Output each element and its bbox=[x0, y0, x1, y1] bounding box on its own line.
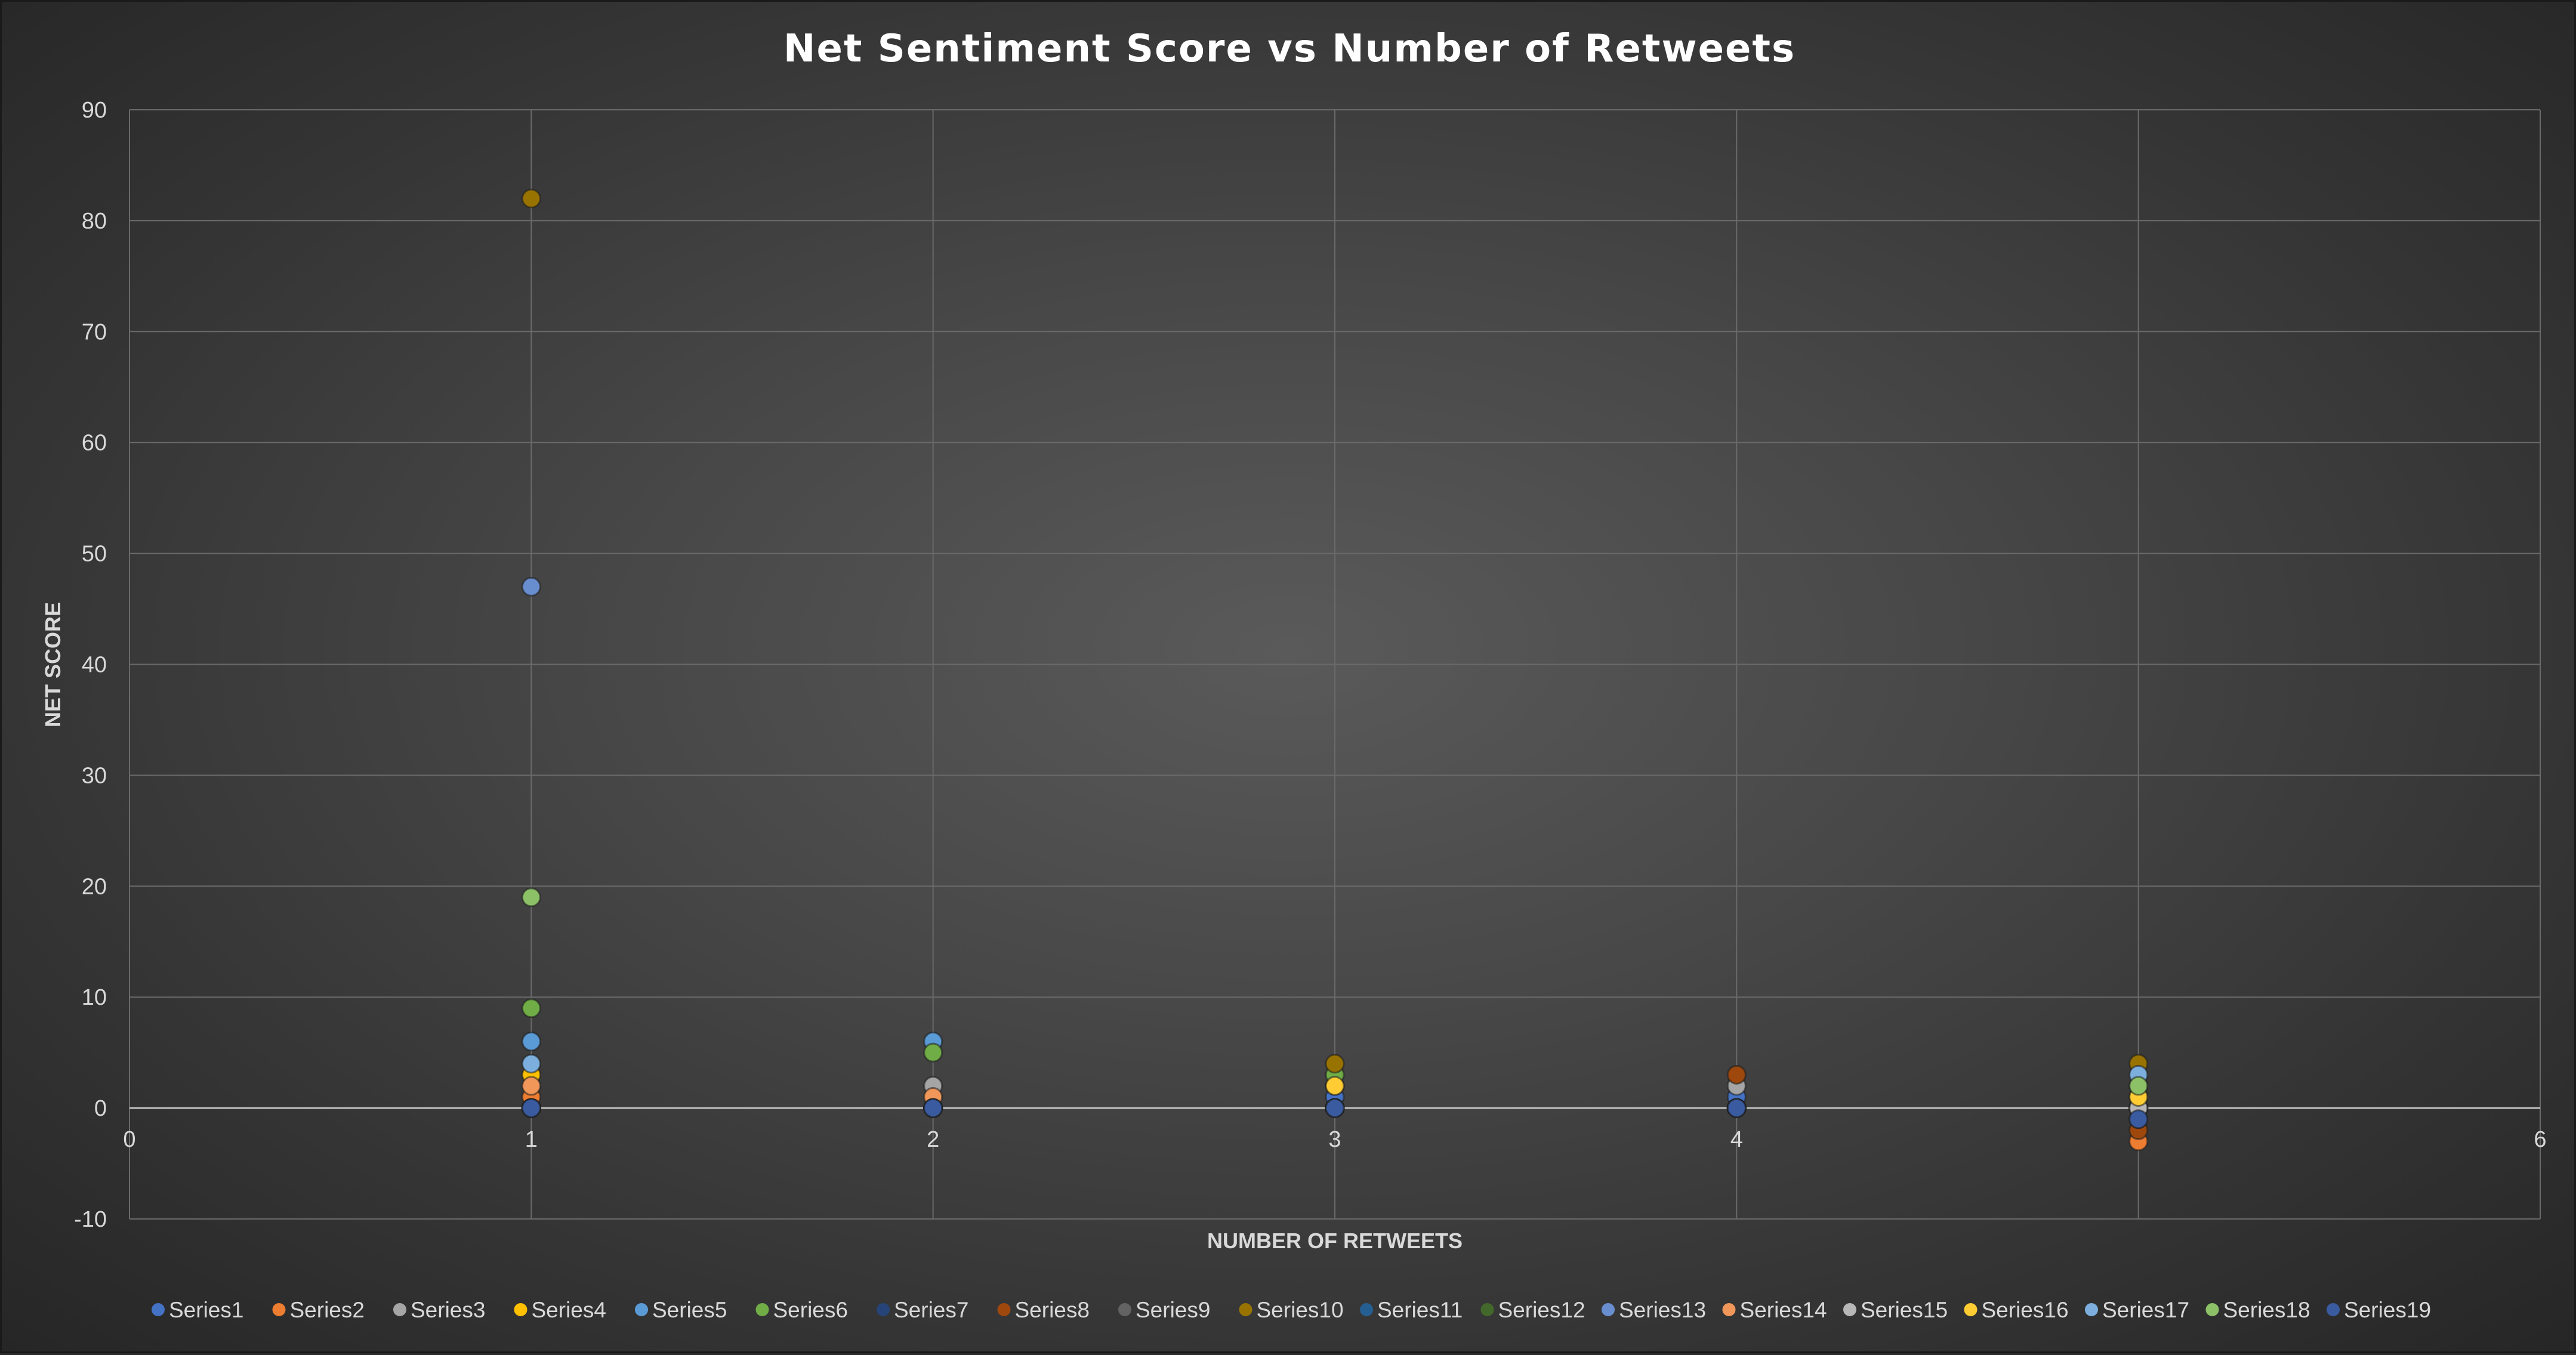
legend-entry: Series11 bbox=[1360, 1298, 1463, 1322]
legend-label: Series19 bbox=[2344, 1298, 2431, 1322]
legend-marker bbox=[272, 1303, 286, 1316]
legend-label: Series17 bbox=[2102, 1298, 2189, 1322]
y-tick-label: 70 bbox=[82, 320, 107, 345]
data-point bbox=[521, 1032, 541, 1052]
legend-marker bbox=[1239, 1303, 1252, 1316]
legend-marker bbox=[877, 1303, 890, 1316]
legend-marker bbox=[1480, 1303, 1494, 1316]
legend-marker bbox=[997, 1303, 1011, 1316]
legend-marker bbox=[1602, 1303, 1615, 1316]
gridlines bbox=[129, 109, 2541, 1220]
chart-title: Net Sentiment Score vs Number of Retweet… bbox=[783, 27, 1796, 71]
legend-entry: Series19 bbox=[2327, 1298, 2431, 1322]
data-point bbox=[1726, 1064, 1747, 1085]
x-tick-label: 0 bbox=[123, 1127, 135, 1152]
legend-entry: Series7 bbox=[877, 1298, 968, 1322]
legend-marker bbox=[1964, 1303, 1977, 1316]
data-point bbox=[1325, 1098, 1345, 1118]
y-tick-label: 40 bbox=[82, 653, 107, 678]
y-tick-label: 0 bbox=[94, 1096, 107, 1121]
data-point bbox=[1726, 1098, 1747, 1118]
legend-marker bbox=[1360, 1303, 1373, 1316]
legend-entry: Series12 bbox=[1480, 1298, 1585, 1322]
legend-label: Series18 bbox=[2223, 1298, 2310, 1322]
x-tick-label: 3 bbox=[1328, 1127, 1341, 1152]
legend-marker bbox=[2205, 1303, 2219, 1316]
x-tick-label: 6 bbox=[2534, 1127, 2546, 1152]
legend-entry: Series1 bbox=[152, 1298, 243, 1322]
data-points bbox=[521, 189, 2149, 1152]
legend-marker bbox=[393, 1303, 406, 1316]
legend-entry: Series9 bbox=[1118, 1298, 1210, 1322]
legend-entry: Series17 bbox=[2085, 1298, 2189, 1322]
legend-label: Series13 bbox=[1619, 1298, 1706, 1322]
legend: Series1 Series2 Series3 Series4 Series5 Serie… bbox=[152, 1298, 2431, 1322]
legend-label: Series14 bbox=[1740, 1298, 1827, 1322]
legend-entry: Series10 bbox=[1239, 1298, 1344, 1322]
legend-label: Series12 bbox=[1498, 1298, 1585, 1322]
data-point bbox=[2128, 1076, 2149, 1096]
legend-entry: Series3 bbox=[393, 1298, 485, 1322]
y-tick-label: 10 bbox=[82, 985, 107, 1010]
y-tick-label: 30 bbox=[82, 763, 107, 788]
legend-entry: Series6 bbox=[755, 1298, 848, 1322]
data-point bbox=[2128, 1109, 2149, 1129]
y-axis-title: NET SCORE bbox=[41, 602, 65, 727]
legend-entry: Series8 bbox=[997, 1298, 1090, 1322]
legend-marker bbox=[514, 1303, 527, 1316]
legend-entry: Series14 bbox=[1722, 1298, 1827, 1322]
data-point bbox=[521, 887, 541, 908]
legend-entry: Series16 bbox=[1964, 1298, 2069, 1322]
data-point bbox=[521, 1054, 541, 1074]
legend-label: Series8 bbox=[1015, 1298, 1090, 1322]
data-point bbox=[1325, 1076, 1345, 1096]
data-point bbox=[1325, 1054, 1345, 1074]
legend-entry: Series15 bbox=[1843, 1298, 1948, 1322]
data-point bbox=[923, 1042, 943, 1063]
legend-label: Series9 bbox=[1136, 1298, 1210, 1322]
x-axis-title: NUMBER OF RETWEETS bbox=[1207, 1229, 1463, 1253]
data-point bbox=[521, 1076, 541, 1096]
legend-label: Series4 bbox=[532, 1298, 606, 1322]
legend-marker bbox=[635, 1303, 648, 1316]
x-tick-label: 1 bbox=[525, 1127, 538, 1152]
legend-marker bbox=[2327, 1303, 2340, 1316]
legend-label: Series10 bbox=[1257, 1298, 1344, 1322]
y-tick-label: 50 bbox=[82, 542, 107, 567]
x-tick-label: 4 bbox=[1730, 1127, 1743, 1152]
legend-entry: Series5 bbox=[635, 1298, 727, 1322]
legend-marker bbox=[2085, 1303, 2098, 1316]
y-tick-label: 80 bbox=[82, 209, 107, 234]
y-tick-label: -10 bbox=[74, 1207, 107, 1232]
legend-marker bbox=[152, 1303, 165, 1316]
legend-label: Series7 bbox=[894, 1298, 968, 1322]
legend-marker bbox=[1843, 1303, 1856, 1316]
legend-marker bbox=[755, 1303, 769, 1316]
y-tick-label: 60 bbox=[82, 431, 107, 456]
legend-marker bbox=[1118, 1303, 1131, 1316]
legend-label: Series5 bbox=[652, 1298, 727, 1322]
legend-entry: Series18 bbox=[2205, 1298, 2310, 1322]
x-tick-label: 2 bbox=[927, 1127, 939, 1152]
legend-entry: Series2 bbox=[272, 1298, 365, 1322]
data-point bbox=[521, 1098, 541, 1118]
legend-label: Series11 bbox=[1377, 1298, 1463, 1322]
y-tick-label: 20 bbox=[82, 874, 107, 899]
legend-label: Series1 bbox=[169, 1298, 243, 1322]
data-point bbox=[521, 576, 541, 597]
legend-label: Series6 bbox=[773, 1298, 848, 1322]
legend-label: Series2 bbox=[290, 1298, 365, 1322]
data-point bbox=[521, 189, 541, 209]
legend-label: Series16 bbox=[1982, 1298, 2069, 1322]
legend-label: Series15 bbox=[1861, 1298, 1948, 1322]
data-point bbox=[521, 998, 541, 1018]
legend-entry: Series4 bbox=[514, 1298, 606, 1322]
legend-entry: Series13 bbox=[1602, 1298, 1706, 1322]
data-point bbox=[923, 1098, 943, 1118]
y-tick-label: 90 bbox=[82, 98, 107, 123]
legend-label: Series3 bbox=[411, 1298, 485, 1322]
legend-marker bbox=[1722, 1303, 1736, 1316]
